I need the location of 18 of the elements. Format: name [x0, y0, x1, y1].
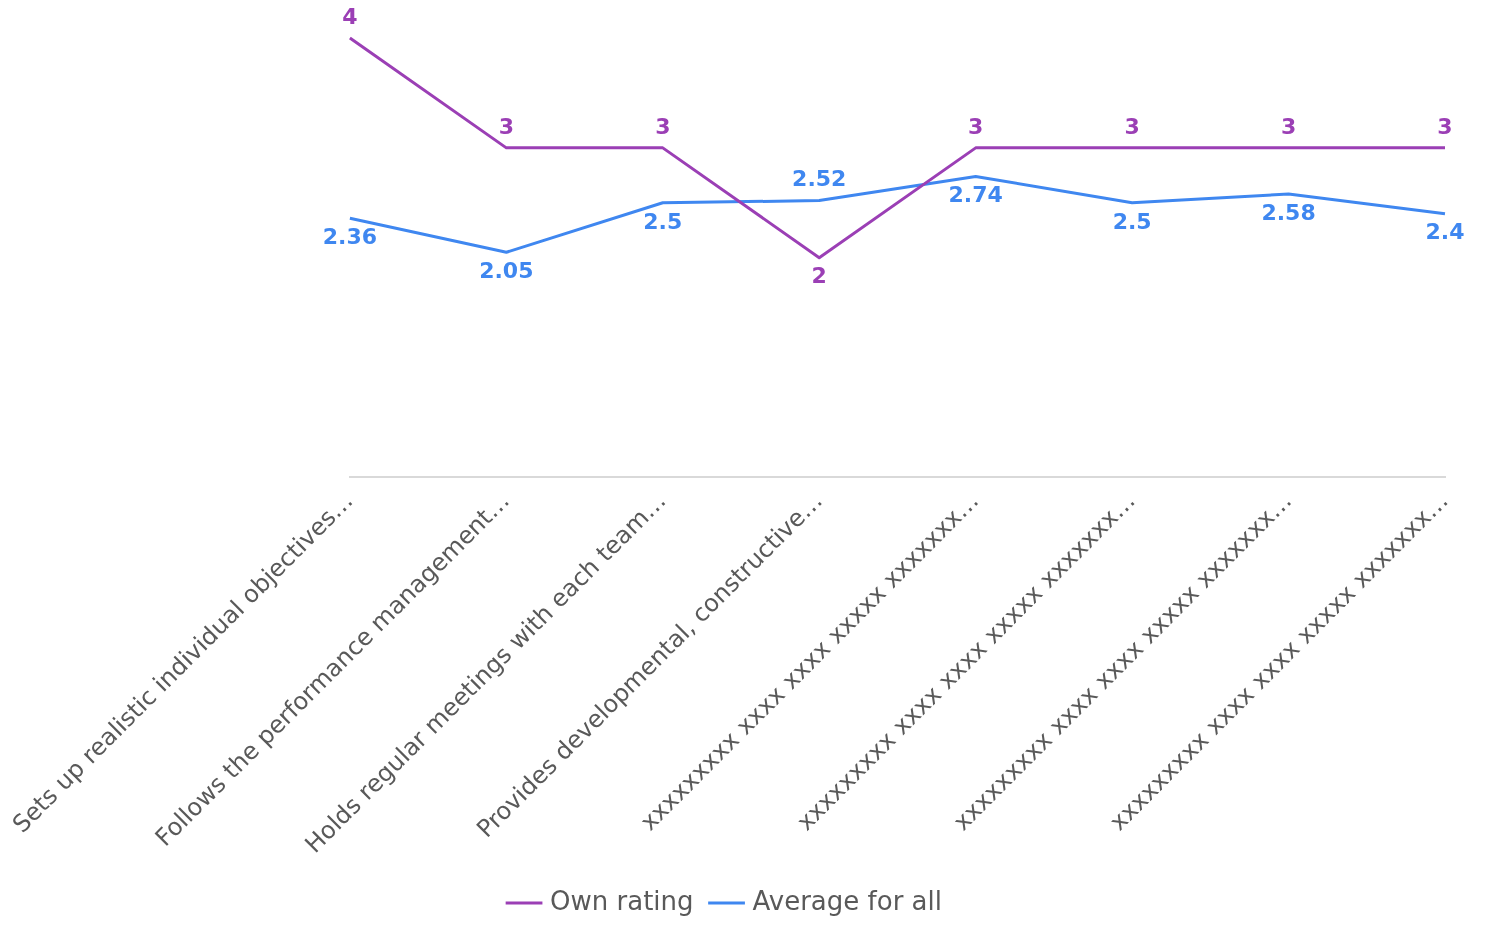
data-label: 3: [1437, 113, 1453, 139]
data-label: 2.5: [1112, 208, 1152, 234]
data-label: 3: [1280, 113, 1297, 139]
data-label: 3: [1124, 113, 1140, 139]
legend-label: Own rating: [550, 885, 694, 916]
data-label: 3: [498, 113, 514, 139]
data-label: 2: [811, 263, 827, 289]
data-label: 2.5: [643, 208, 683, 234]
data-label: 2.58: [1261, 199, 1316, 225]
legend-label: Average for all: [752, 885, 942, 916]
data-label: 3: [655, 113, 671, 139]
data-label: 2.05: [479, 257, 534, 283]
data-label: 2.52: [792, 166, 847, 192]
data-label: 3: [968, 113, 984, 139]
data-label: 2.36: [322, 223, 378, 249]
data-label: 4: [342, 3, 358, 29]
data-label: 2.4: [1425, 219, 1465, 245]
data-label: 2.74: [948, 182, 1003, 208]
